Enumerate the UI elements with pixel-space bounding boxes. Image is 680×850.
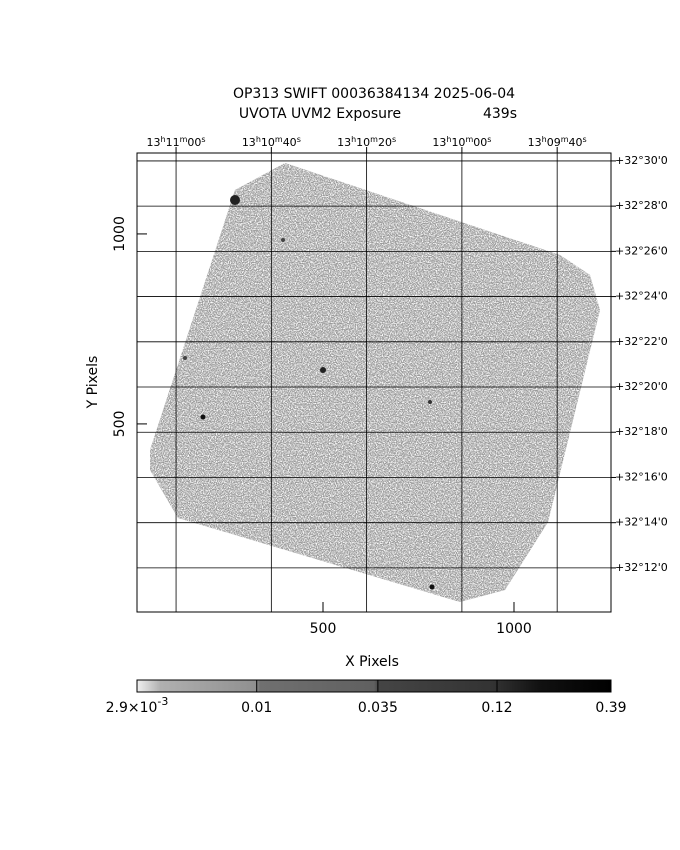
chart-title: OP313 SWIFT 00036384134 2025-06-04 (233, 86, 515, 102)
y2-tick-label: +32°12'0 (615, 561, 668, 574)
exposure: 439s (483, 106, 517, 122)
y2-tick-label: +32°30'0 (615, 154, 668, 167)
sky-image (150, 163, 600, 602)
y2-tick-label: +32°18'0 (615, 425, 668, 438)
x-tick-label: 1000 (496, 621, 532, 637)
source (230, 195, 240, 205)
source (183, 356, 187, 360)
image-noise (150, 163, 600, 602)
x-axis-label: X Pixels (345, 654, 399, 670)
source (200, 414, 206, 420)
x2-tick-label: 13h11m00s (147, 135, 206, 150)
y-axis-label: Y Pixels (85, 356, 101, 410)
y2-tick-label: +32°16'0 (615, 470, 668, 483)
source (429, 584, 435, 590)
y2-tick-label: +32°20'0 (615, 380, 668, 393)
y2-tick-label: +32°26'0 (615, 244, 668, 257)
y-tick-label: 500 (112, 411, 128, 438)
y2-tick-label: +32°24'0 (615, 290, 668, 303)
source (281, 238, 285, 242)
plot-frame (136, 152, 612, 613)
colorbar-tick-label: 0.01 (241, 700, 272, 716)
y2-tick-label: +32°22'0 (615, 335, 668, 348)
colorbar-tick-label: 0.39 (595, 700, 626, 716)
source (428, 400, 432, 404)
colorbar (136, 679, 612, 693)
colorbar-tick-label: 0.035 (358, 700, 398, 716)
x2-tick-label: 13h09m40s (528, 135, 587, 150)
y2-tick-label: +32°14'0 (615, 516, 668, 529)
source (320, 367, 326, 373)
x-tick-label: 500 (310, 621, 337, 637)
colorbar-tick-label: 2.9×10-3 (106, 695, 169, 716)
colorbar-tick-label: 0.12 (481, 700, 512, 716)
y2-tick-label: +32°28'0 (615, 199, 668, 212)
y-tick-label: 1000 (112, 216, 128, 252)
chart-subtitle: UVOTA UVM2 Exposure (239, 106, 401, 122)
x2-tick-label: 13h10m00s (432, 135, 491, 150)
x2-tick-label: 13h10m20s (337, 135, 396, 150)
x2-tick-label: 13h10m40s (242, 135, 301, 150)
